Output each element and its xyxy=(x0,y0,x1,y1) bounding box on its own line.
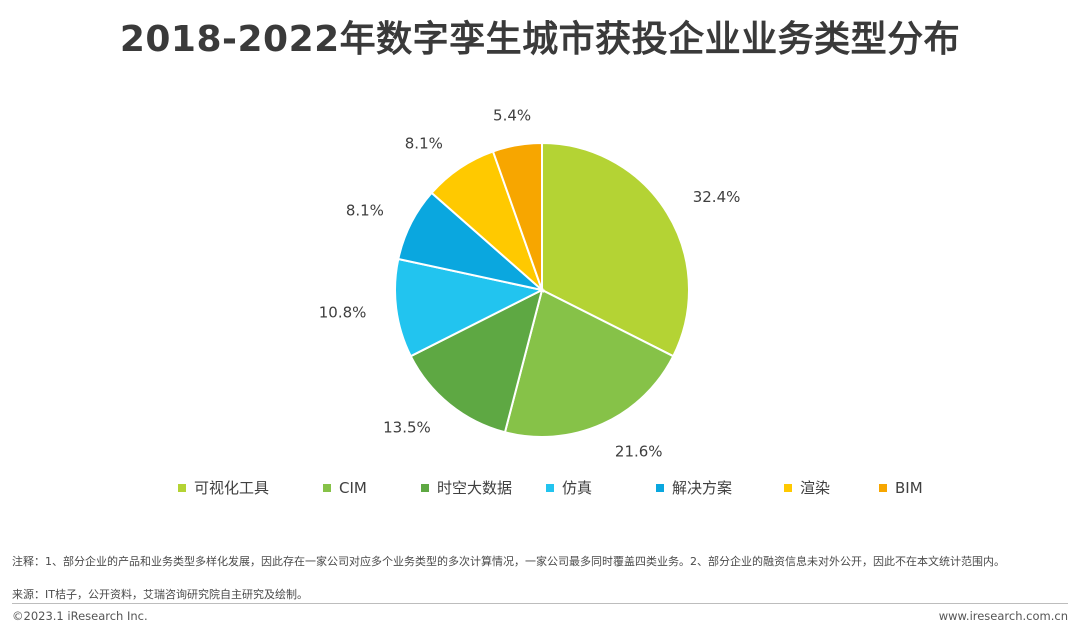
legend-label-2: CIM xyxy=(339,479,367,497)
legend-item-5: 解决方案 xyxy=(656,479,784,497)
data-labels: 32.4% 21.6% 13.5% 10.8% 8.1% 8.1% 5.4% xyxy=(319,107,741,461)
pie-slice-2 xyxy=(503,288,675,438)
legend-item-2: CIM xyxy=(323,479,421,497)
legend-item-4: 仿真 xyxy=(546,479,656,497)
legend-item-6: 渲染 xyxy=(784,479,879,497)
legend-item-7: BIM xyxy=(879,479,949,497)
legend-swatch-1 xyxy=(178,484,186,492)
legend-swatch-7 xyxy=(879,484,887,492)
chart-source: 来源：IT桔子，公开资料，艾瑞咨询研究院自主研究及绘制。 xyxy=(12,588,308,601)
data-label-1: 32.4% xyxy=(693,188,741,206)
data-label-4: 10.8% xyxy=(319,303,367,321)
legend: 可视化工具 CIM 时空大数据 仿真 解决方案 渲染 BIM xyxy=(178,476,978,500)
chart-title: 2018-2022年数字孪生城市获投企业业务类型分布 xyxy=(119,19,961,60)
legend-item-1: 可视化工具 xyxy=(178,479,323,497)
chart-note: 注释：1、部分企业的产品和业务类型多样化发展，因此存在一家公司对应多个业务类型的… xyxy=(12,555,1005,568)
legend-item-3: 时空大数据 xyxy=(421,479,546,497)
legend-swatch-5 xyxy=(656,484,664,492)
legend-label-4: 仿真 xyxy=(562,479,593,497)
legend-label-5: 解决方案 xyxy=(672,479,733,497)
data-label-7: 5.4% xyxy=(493,107,531,125)
data-label-2: 21.6% xyxy=(615,442,663,460)
pie-slice-7 xyxy=(491,141,543,291)
data-label-6: 8.1% xyxy=(405,134,443,152)
footer-divider xyxy=(12,603,1068,604)
legend-swatch-3 xyxy=(421,484,429,492)
data-label-3: 13.5% xyxy=(383,419,431,437)
data-label-5: 8.1% xyxy=(346,201,384,219)
legend-label-3: 时空大数据 xyxy=(437,479,513,497)
legend-label-1: 可视化工具 xyxy=(194,479,270,497)
legend-swatch-6 xyxy=(784,484,792,492)
pie-slices xyxy=(394,141,690,438)
pie-slice-3 xyxy=(409,288,544,434)
pie-slice-4 xyxy=(394,257,545,358)
legend-swatch-2 xyxy=(323,484,331,492)
copyright: ©2023.1 iResearch Inc. xyxy=(12,609,148,623)
legend-label-6: 渲染 xyxy=(800,479,831,497)
legend-swatch-4 xyxy=(546,484,554,492)
pie-slice-1 xyxy=(541,141,690,358)
website-link: www.iresearch.com.cn xyxy=(938,609,1068,623)
legend-label-7: BIM xyxy=(895,479,923,497)
